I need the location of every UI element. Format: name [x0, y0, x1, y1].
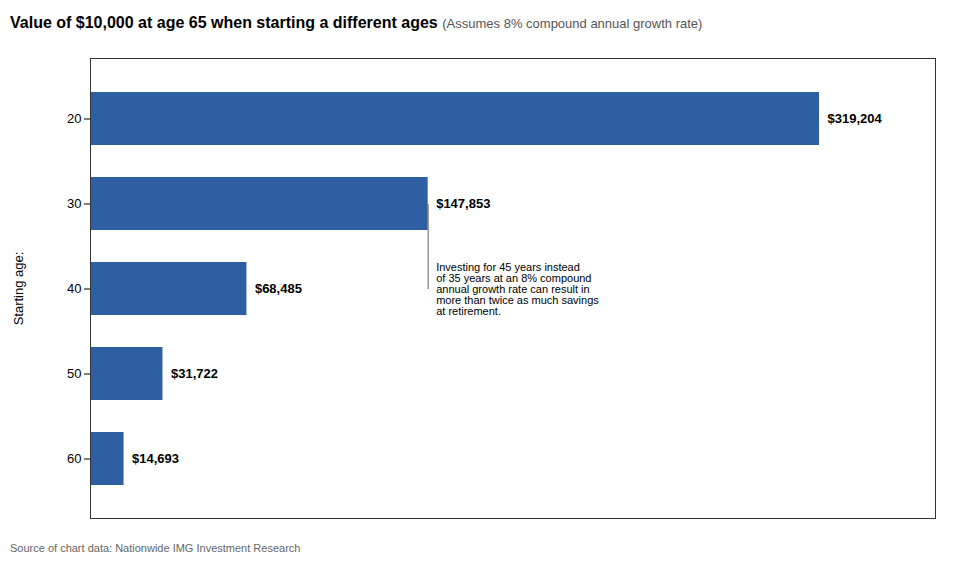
svg-text:50: 50: [67, 366, 81, 381]
svg-text:40: 40: [67, 281, 81, 296]
svg-text:$319,204: $319,204: [827, 111, 882, 126]
svg-text:$31,722: $31,722: [171, 366, 218, 381]
svg-text:$14,693: $14,693: [132, 451, 179, 466]
svg-text:20: 20: [67, 111, 81, 126]
svg-text:Investing for 45 years instead: Investing for 45 years insteadof 35 year…: [436, 261, 599, 317]
svg-text:30: 30: [67, 196, 81, 211]
html-text:Source of chart data: Nationwi: Source of chart data: Nationwide IMG Inv…: [10, 542, 301, 554]
svg-text:$147,853: $147,853: [436, 196, 490, 211]
html-text:Value of $10,000 at age 65 whe: Value of $10,000 at age 65 when starting…: [10, 14, 703, 31]
svg-text:$68,485: $68,485: [255, 281, 302, 296]
svg-text:Starting age:: Starting age:: [11, 252, 26, 326]
svg-text:60: 60: [67, 451, 81, 466]
